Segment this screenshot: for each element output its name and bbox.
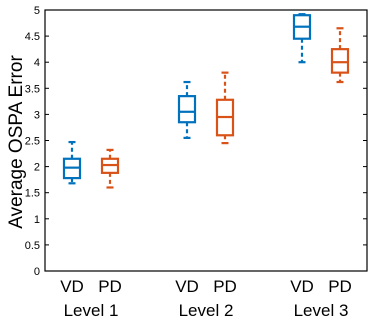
y-axis-ticks: 0 0.5 1 1.5 2 2.5 3 3.5 4 4.5 5 bbox=[25, 5, 367, 278]
y-tick-label: 2 bbox=[34, 162, 40, 174]
plot-frame bbox=[44, 9, 368, 272]
y-axis-title: Average OSPA Error bbox=[6, 55, 27, 229]
group-label: Level 2 bbox=[179, 301, 234, 320]
group-label: Level 3 bbox=[294, 301, 349, 320]
y-tick-label: 2.5 bbox=[25, 136, 40, 148]
y-tick-label: 1.5 bbox=[25, 188, 40, 200]
box-pd-level-2 bbox=[215, 71, 235, 145]
iqr-box bbox=[330, 48, 350, 74]
y-tick-label: 5 bbox=[34, 5, 40, 17]
box-name-label: VD bbox=[60, 277, 84, 296]
box-vd-level-3 bbox=[292, 13, 312, 64]
box-pd-level-3 bbox=[330, 27, 350, 84]
box-name-label: PD bbox=[98, 277, 122, 296]
box-pd-level-1 bbox=[100, 148, 120, 189]
y-tick-label: 3.5 bbox=[25, 83, 40, 95]
box-vd-level-2 bbox=[177, 80, 197, 139]
box-name-label: VD bbox=[290, 277, 314, 296]
iqr-box bbox=[177, 95, 197, 124]
box-name-label: PD bbox=[328, 277, 352, 296]
box-name-label: VD bbox=[175, 277, 199, 296]
y-tick-label: 0 bbox=[34, 266, 40, 278]
group-label: Level 1 bbox=[64, 301, 119, 320]
y-tick-label: 4 bbox=[34, 57, 40, 69]
y-tick-label: 0.5 bbox=[25, 240, 40, 252]
box-series bbox=[62, 13, 350, 189]
x-axis-labels: VD PD Level 1 VD PD Level 2 VD PD Level 3 bbox=[60, 277, 352, 320]
y-tick-label: 4.5 bbox=[25, 31, 40, 43]
plot-area bbox=[44, 9, 368, 272]
box-name-label: PD bbox=[213, 277, 237, 296]
y-tick-label: 1 bbox=[34, 214, 40, 226]
box-vd-level-1 bbox=[62, 140, 82, 185]
y-tick-label: 3 bbox=[34, 109, 40, 121]
